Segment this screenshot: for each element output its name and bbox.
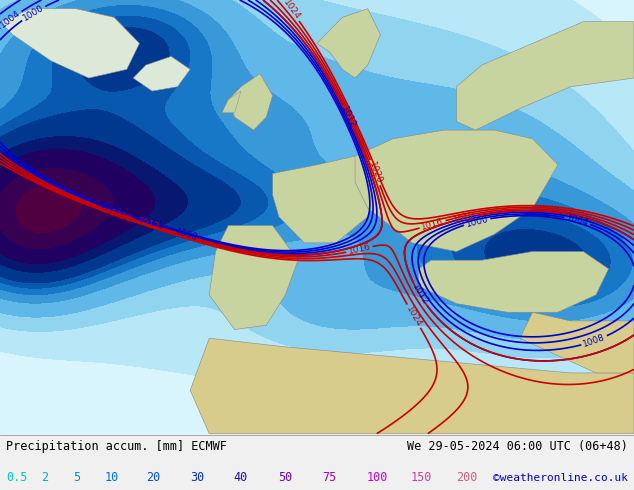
Polygon shape — [190, 338, 634, 434]
Polygon shape — [0, 9, 139, 78]
Text: 0.5: 0.5 — [6, 471, 28, 484]
Polygon shape — [520, 312, 634, 373]
Text: 1000: 1000 — [22, 3, 46, 23]
Text: 1020: 1020 — [108, 208, 133, 224]
Text: 1008: 1008 — [174, 227, 199, 243]
Text: 40: 40 — [233, 471, 247, 484]
Text: 200: 200 — [456, 471, 478, 484]
Text: 1004: 1004 — [98, 200, 123, 217]
Text: 2: 2 — [41, 471, 48, 484]
Text: 1016: 1016 — [420, 217, 445, 232]
Polygon shape — [133, 56, 190, 91]
Text: 5: 5 — [73, 471, 80, 484]
Text: 1012: 1012 — [410, 282, 429, 307]
Polygon shape — [355, 130, 558, 251]
Polygon shape — [228, 74, 273, 130]
Text: 1004: 1004 — [565, 213, 590, 228]
Text: 1024: 1024 — [281, 0, 302, 22]
Text: 1000: 1000 — [465, 214, 489, 229]
Text: 1004: 1004 — [0, 9, 22, 30]
Text: 20: 20 — [146, 471, 160, 484]
Text: 1000: 1000 — [138, 214, 163, 230]
Text: We 29-05-2024 06:00 UTC (06+48): We 29-05-2024 06:00 UTC (06+48) — [407, 440, 628, 453]
Polygon shape — [317, 9, 380, 78]
Polygon shape — [418, 251, 609, 312]
Text: 1012: 1012 — [339, 105, 357, 130]
Text: 75: 75 — [322, 471, 336, 484]
Text: 150: 150 — [411, 471, 432, 484]
Text: 1016: 1016 — [347, 243, 372, 256]
Text: 30: 30 — [190, 471, 204, 484]
Text: 1024: 1024 — [404, 304, 424, 328]
Polygon shape — [456, 22, 634, 130]
Polygon shape — [273, 156, 380, 243]
Text: ©weatheronline.co.uk: ©weatheronline.co.uk — [493, 472, 628, 483]
Text: 1012: 1012 — [136, 216, 160, 232]
Text: 50: 50 — [278, 471, 292, 484]
Text: Precipitation accum. [mm] ECMWF: Precipitation accum. [mm] ECMWF — [6, 440, 227, 453]
Text: 100: 100 — [366, 471, 388, 484]
Polygon shape — [222, 91, 241, 113]
Text: 1020: 1020 — [367, 160, 384, 185]
Text: 1012: 1012 — [452, 211, 477, 225]
Polygon shape — [209, 225, 298, 330]
Text: 10: 10 — [105, 471, 119, 484]
Text: 1008: 1008 — [582, 333, 607, 349]
